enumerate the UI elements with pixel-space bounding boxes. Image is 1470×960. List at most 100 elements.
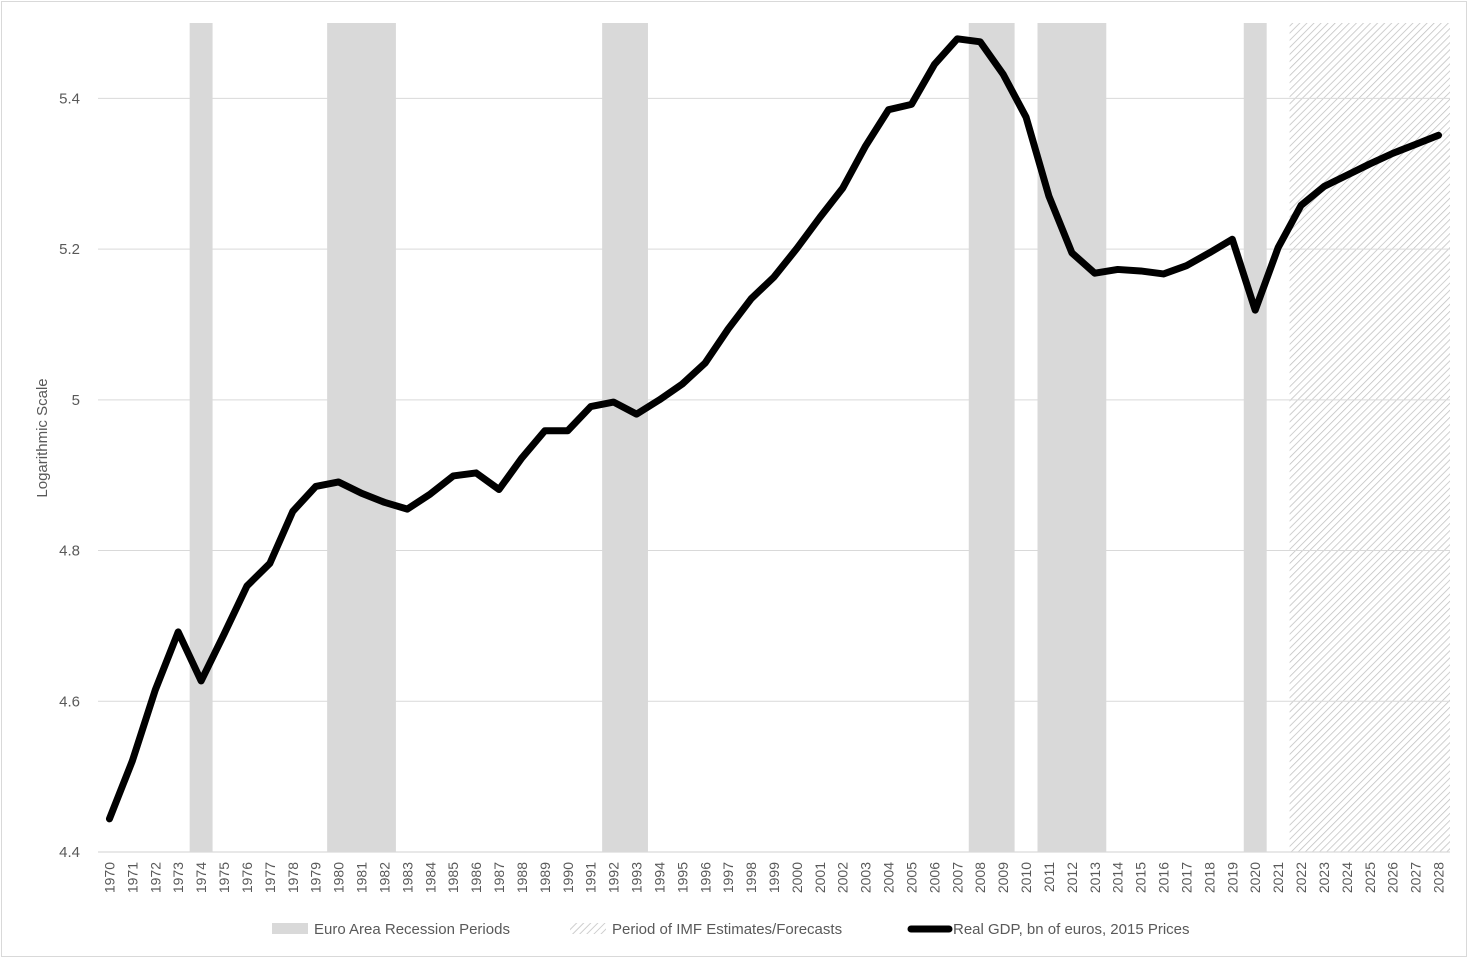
x-tick-label: 2025: [1362, 862, 1378, 893]
x-tick-label: 1972: [147, 862, 163, 893]
data-point: [405, 507, 409, 511]
x-tick-label: 1986: [468, 862, 484, 893]
data-point: [176, 630, 180, 634]
data-point: [795, 246, 799, 250]
x-tick-label: 2022: [1293, 862, 1309, 893]
legend-swatch-forecast: [570, 923, 606, 934]
x-tick-label: 2024: [1339, 862, 1355, 893]
data-point: [1070, 251, 1074, 255]
x-tick-label: 1983: [399, 862, 415, 893]
x-tick-label: 1982: [376, 862, 392, 893]
y-tick-label: 5.4: [59, 90, 80, 107]
data-point: [153, 688, 157, 692]
x-tick-label: 2018: [1201, 862, 1217, 893]
y-axis: 4.4 4.6 4.8 5 5.2 5.4: [59, 90, 80, 861]
data-point: [1253, 308, 1257, 312]
x-tick-label: 2012: [1064, 862, 1080, 893]
x-tick-label: 1971: [124, 862, 140, 893]
x-tick-label: 1993: [629, 862, 645, 893]
series-line-0: [105, 35, 1443, 823]
data-point: [1391, 151, 1395, 155]
y-tick-label: 4.4: [59, 844, 80, 861]
x-tick-label: 2017: [1178, 862, 1194, 893]
x-tick-label: 1988: [514, 862, 530, 893]
recession-band-4: [1037, 23, 1107, 852]
data-point: [382, 500, 386, 504]
y-tick-label: 5: [72, 392, 80, 409]
forecast-band: [1289, 23, 1450, 852]
x-tick-label: 1989: [537, 862, 553, 893]
x-tick-label: 2001: [812, 862, 828, 893]
x-tick-label: 2023: [1316, 862, 1332, 893]
x-tick-label: 2008: [972, 862, 988, 893]
data-point: [978, 40, 982, 44]
data-point: [726, 327, 730, 331]
x-tick-label: 2009: [995, 862, 1011, 893]
data-point: [520, 456, 524, 460]
data-point: [497, 488, 501, 492]
legend-label: Euro Area Recession Periods: [314, 921, 510, 938]
x-tick-label: 2027: [1408, 862, 1424, 893]
data-point: [1093, 271, 1097, 275]
data-point: [909, 102, 913, 106]
recession-band-3: [968, 23, 1015, 852]
data-point: [222, 632, 226, 636]
data-point: [1414, 142, 1418, 146]
data-point: [841, 186, 845, 190]
data-point: [107, 817, 111, 821]
x-tick-label: 2003: [858, 862, 874, 893]
legend-label: Real GDP, bn of euros, 2015 Prices: [953, 921, 1190, 938]
x-tick-label: 1992: [606, 862, 622, 893]
data-point: [864, 144, 868, 148]
data-point: [612, 400, 616, 404]
data-point: [657, 398, 661, 402]
x-tick-label: 2015: [1133, 862, 1149, 893]
recession-band-0: [189, 23, 213, 852]
data-point: [199, 679, 203, 683]
data-point: [245, 584, 249, 588]
shaded-periods: [189, 23, 1450, 852]
data-point: [543, 429, 547, 433]
x-tick-label: 2021: [1270, 862, 1286, 893]
x-tick-label: 2019: [1224, 862, 1240, 893]
x-tick-label: 1976: [239, 862, 255, 893]
data-point: [749, 297, 753, 301]
recession-band-1: [327, 23, 396, 852]
recession-band-2: [602, 23, 648, 852]
x-tick-label: 1979: [308, 862, 324, 893]
x-tick-label: 1981: [354, 862, 370, 893]
x-tick-label: 2010: [1018, 862, 1034, 893]
legend: Euro Area Recession Periods Period of IMF…: [272, 921, 1190, 938]
x-axis: 1970 1971 1972 1973 1974 1975 1976 1977 1978 1979…: [101, 862, 1446, 893]
x-tick-label: 1996: [697, 862, 713, 893]
x-tick-label: 1977: [262, 862, 278, 893]
x-tick-label: 1999: [766, 862, 782, 893]
data-point: [818, 215, 822, 219]
legend-label: Period of IMF Estimates/Forecasts: [612, 921, 842, 938]
data-point: [291, 509, 295, 513]
x-tick-label: 2020: [1247, 862, 1263, 893]
x-tick-label: 2014: [1110, 862, 1126, 893]
data-point: [337, 480, 341, 484]
x-tick-label: 1973: [170, 862, 186, 893]
data-point: [428, 492, 432, 496]
data-point: [1322, 185, 1326, 189]
x-tick-label: 1998: [743, 862, 759, 893]
data-point: [1207, 251, 1211, 255]
data-point: [1437, 133, 1441, 137]
x-tick-label: 2002: [835, 862, 851, 893]
data-point: [703, 361, 707, 365]
data-point: [1001, 72, 1005, 76]
legend-swatch-recession: [272, 923, 308, 934]
data-point: [1162, 272, 1166, 276]
data-point: [1345, 173, 1349, 177]
series-layer: [105, 35, 1443, 823]
x-tick-label: 1994: [651, 862, 667, 893]
data-point: [772, 275, 776, 279]
recession-band-5: [1243, 23, 1267, 852]
data-point: [1276, 246, 1280, 250]
data-point: [130, 759, 134, 763]
data-point: [932, 62, 936, 66]
x-tick-label: 2028: [1431, 862, 1447, 893]
